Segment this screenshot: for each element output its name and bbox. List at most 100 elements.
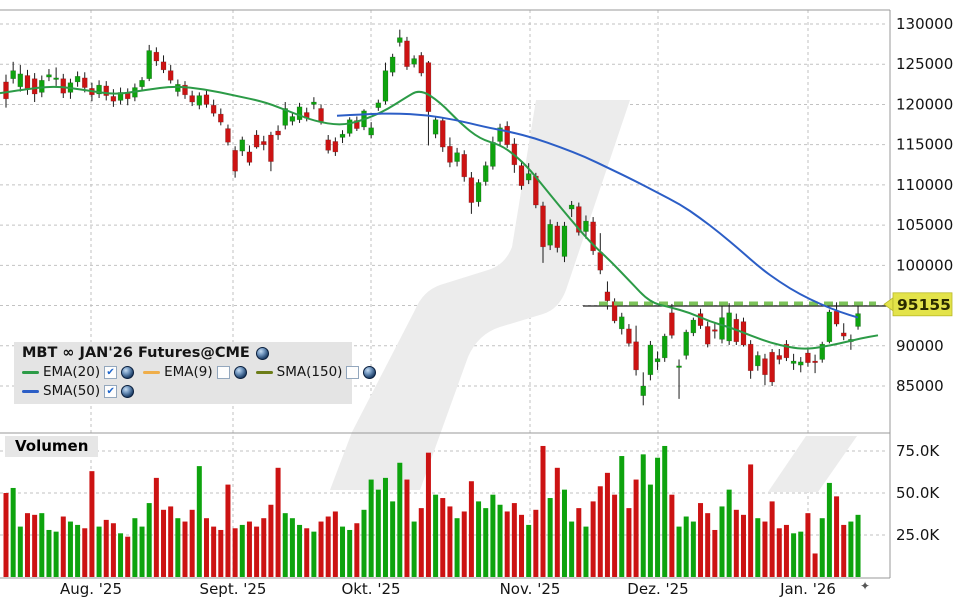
svg-text:110000: 110000 <box>896 176 953 194</box>
svg-text:120000: 120000 <box>896 95 953 113</box>
candle <box>826 311 833 343</box>
candle <box>540 205 546 248</box>
candle <box>275 130 281 136</box>
indicator-swatch <box>22 370 39 374</box>
candle <box>210 104 217 114</box>
candle <box>747 343 754 372</box>
candle <box>339 133 346 138</box>
candle <box>418 55 425 74</box>
indicator-checkbox[interactable]: ✔ <box>104 365 118 379</box>
candle <box>60 78 67 94</box>
candle <box>31 78 38 95</box>
volume-bar <box>655 457 661 577</box>
globe-icon[interactable] <box>363 365 377 379</box>
candle <box>833 310 840 325</box>
candle <box>296 106 303 121</box>
candle <box>468 177 475 203</box>
candle <box>704 326 711 345</box>
volume-bar <box>819 518 825 577</box>
svg-text:100000: 100000 <box>896 256 953 274</box>
svg-text:105000: 105000 <box>896 216 953 234</box>
volume-bar <box>17 526 23 577</box>
legend-item-ema9: EMA(9) <box>143 364 247 380</box>
volume-bar <box>132 518 138 577</box>
volume-bar <box>440 498 446 577</box>
candle <box>175 84 181 92</box>
candle <box>268 134 274 162</box>
volume-bar <box>404 479 410 577</box>
candle <box>382 70 389 102</box>
volume-bar <box>855 514 861 577</box>
volume-bar <box>626 508 632 577</box>
volume-bar <box>726 489 732 577</box>
candle <box>797 361 804 366</box>
candle <box>447 145 453 163</box>
volume-bar <box>468 481 474 577</box>
candle <box>24 75 31 89</box>
volume-bar <box>304 528 310 577</box>
resize-handle-icon[interactable]: ✦ <box>860 579 871 593</box>
panel-borders <box>0 9 891 579</box>
volume-bar <box>225 484 231 577</box>
volume-bar <box>397 462 403 577</box>
volume-bar <box>526 524 532 577</box>
candle <box>754 355 761 367</box>
svg-text:25.0K: 25.0K <box>896 526 940 544</box>
volume-bar <box>325 516 331 577</box>
candle <box>260 141 267 145</box>
candle <box>325 139 332 151</box>
globe-icon[interactable] <box>121 365 135 379</box>
indicator-checkbox[interactable] <box>216 365 230 379</box>
volume-bar <box>676 526 682 577</box>
svg-text:Sept. '25: Sept. '25 <box>200 580 267 598</box>
volume-bar <box>67 521 73 577</box>
candle <box>590 221 596 252</box>
globe-icon[interactable] <box>255 346 269 360</box>
candle <box>518 165 525 186</box>
candle <box>819 343 826 360</box>
candle <box>139 80 145 88</box>
candle <box>769 351 775 383</box>
legend-item-sma50: SMA(50) ✔ <box>22 383 135 399</box>
candle <box>690 319 697 334</box>
volume-bar <box>203 518 209 577</box>
volume-bar <box>834 496 840 577</box>
volume-bar <box>547 498 553 577</box>
volume-bar <box>719 506 725 577</box>
instrument-title: MBT ∞ JAN'26 Futures@CME <box>22 345 250 361</box>
candle <box>10 70 16 80</box>
volume-bar <box>698 503 704 577</box>
volume-bar <box>318 521 324 577</box>
svg-text:Jan. '26: Jan. '26 <box>779 580 836 598</box>
candle <box>583 220 589 232</box>
volume-bar <box>826 482 832 577</box>
volume-axis: 75.0K 50.0K 25.0K <box>896 442 940 544</box>
globe-icon[interactable] <box>121 384 135 398</box>
svg-text:Aug. '25: Aug. '25 <box>60 580 122 598</box>
candle <box>475 182 482 203</box>
volume-bar <box>75 524 81 577</box>
volume-bar <box>740 514 746 577</box>
volume-bar <box>669 494 675 577</box>
globe-icon[interactable] <box>233 365 247 379</box>
candle <box>575 206 582 233</box>
candle <box>146 50 152 80</box>
volume-bar <box>153 477 159 577</box>
volume-bar <box>60 516 66 577</box>
volume-bar <box>390 501 396 577</box>
candle <box>239 139 246 152</box>
indicator-checkbox[interactable] <box>346 365 360 379</box>
volume-bar <box>189 509 195 577</box>
volume-bar <box>791 533 797 577</box>
candle <box>124 92 131 100</box>
time-axis: Aug. '25 Sept. '25 Okt. '25 Nov. '25 Dez. '2… <box>60 580 836 598</box>
volume-bar <box>46 529 52 577</box>
volume-bar <box>590 501 596 577</box>
volume-bar <box>540 445 546 577</box>
volume-bar <box>748 464 754 577</box>
svg-text:Dez. '25: Dez. '25 <box>627 580 688 598</box>
candle <box>411 58 417 65</box>
indicator-checkbox[interactable]: ✔ <box>104 384 118 398</box>
volume-bar <box>297 524 303 577</box>
